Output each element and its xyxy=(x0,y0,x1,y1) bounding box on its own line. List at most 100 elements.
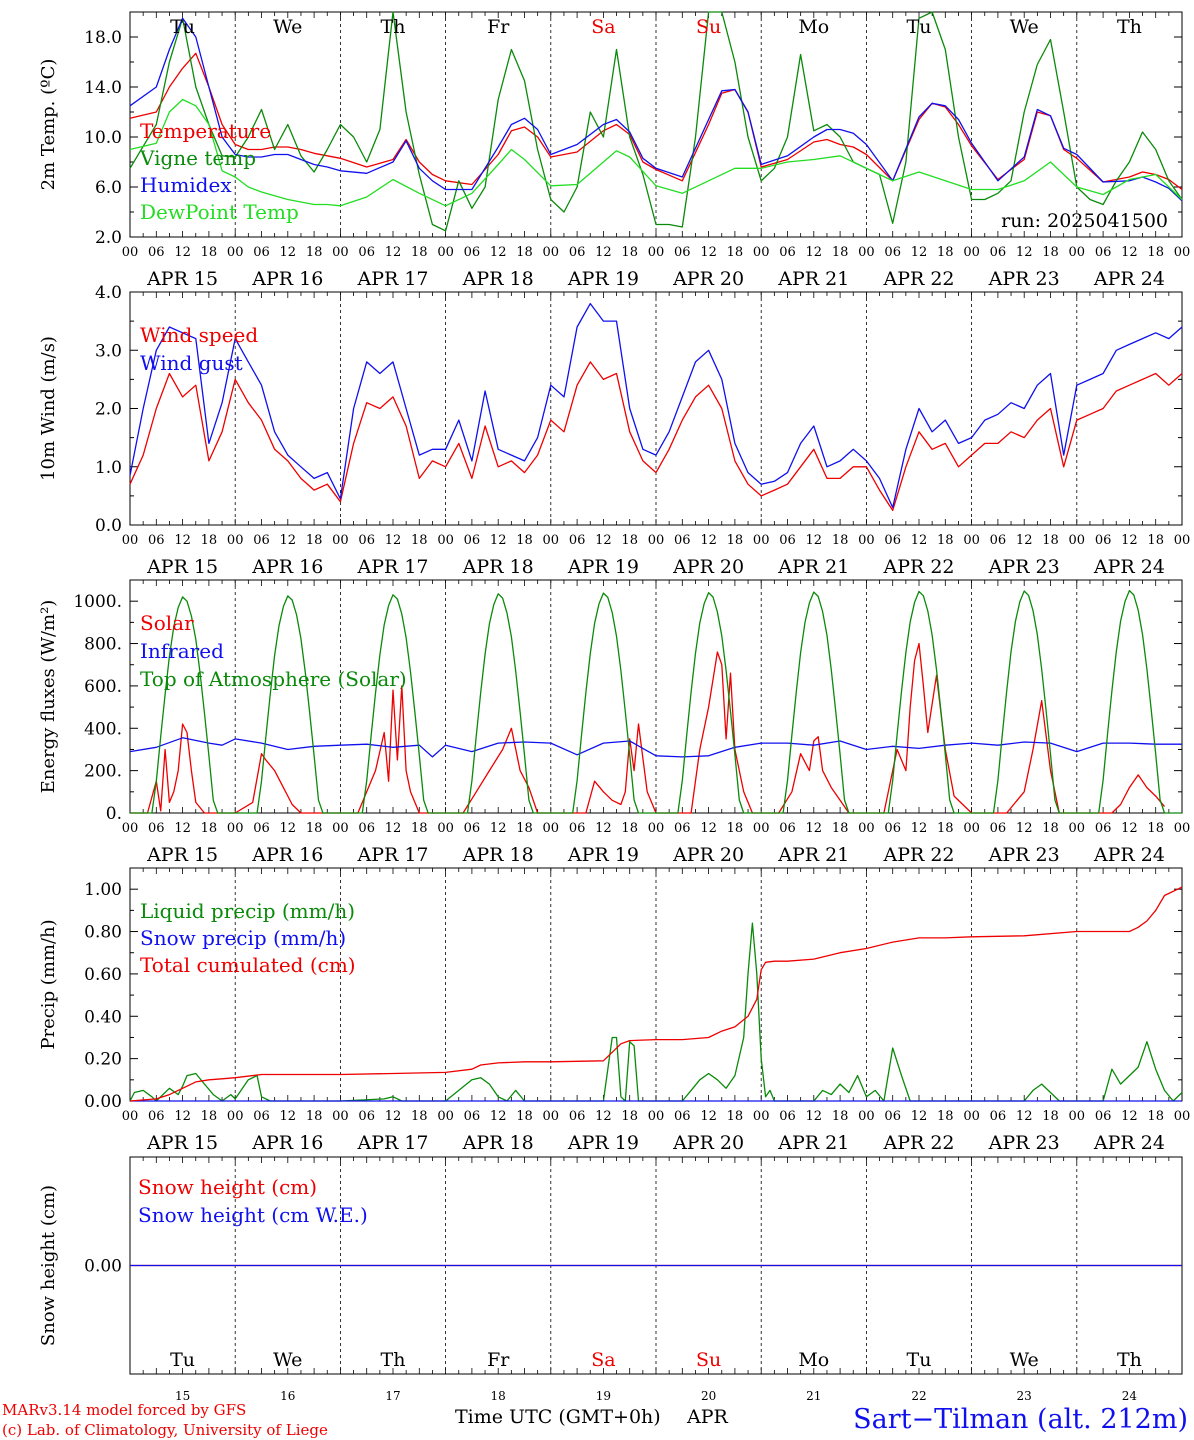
day-number-label: 24 xyxy=(1122,1389,1138,1403)
hour-tick-label: 18 xyxy=(201,821,218,836)
y-tick-label: 4.0 xyxy=(95,283,122,303)
hour-tick-label: 00 xyxy=(437,1109,454,1124)
date-label: APR 18 xyxy=(462,268,534,290)
day-abbr-label: Mo xyxy=(798,16,829,38)
date-label: APR 20 xyxy=(672,844,744,866)
hour-tick-label: 06 xyxy=(1095,245,1112,260)
y-tick-label: 400. xyxy=(84,719,122,739)
hour-tick-label: 00 xyxy=(332,821,349,836)
legend-entry: Solar xyxy=(140,611,194,635)
hour-tick-label: 12 xyxy=(1121,1109,1138,1124)
hour-tick-label: 06 xyxy=(674,821,691,836)
legend-entry: Total cumulated (cm) xyxy=(140,953,356,977)
hour-tick-label: 18 xyxy=(832,1109,849,1124)
hour-tick-label: 00 xyxy=(332,1109,349,1124)
hour-tick-label: 18 xyxy=(832,821,849,836)
hour-tick-label: 18 xyxy=(727,821,744,836)
hour-tick-label: 18 xyxy=(727,1109,744,1124)
day-abbr-label: Th xyxy=(381,1349,406,1371)
day-number-label: 22 xyxy=(911,1389,926,1403)
hour-tick-label: 18 xyxy=(1147,533,1164,548)
series-line-dewpoint-temp xyxy=(129,98,1183,207)
hour-tick-label: 06 xyxy=(464,1109,481,1124)
hour-tick-label: 12 xyxy=(595,1109,612,1124)
hour-tick-label: 06 xyxy=(990,533,1007,548)
date-label: APR 15 xyxy=(146,844,218,866)
panel-precip: 0.00 0.20 0.40 0.60 0.80 1.00 Precip (mm/h) 00 0… xyxy=(38,867,1190,1154)
legend-entry: Wind speed xyxy=(140,323,258,347)
hour-tick-label: 00 xyxy=(963,821,980,836)
hour-tick-label: 18 xyxy=(937,533,954,548)
y-axis-label: Energy fluxes (W/m²) xyxy=(38,600,59,794)
y-axis-label: Snow height (cm) xyxy=(38,1185,59,1346)
hour-tick-label: 00 xyxy=(858,1109,875,1124)
day-abbr-label: Tu xyxy=(907,16,932,38)
legend-entry: Top of Atmosphere (Solar) xyxy=(140,667,407,691)
hour-tick-label: 00 xyxy=(753,1109,770,1124)
hour-tick-label: 12 xyxy=(1016,1109,1033,1124)
hour-tick-label: 06 xyxy=(464,533,481,548)
hour-tick-label: 12 xyxy=(1016,821,1033,836)
hour-tick-label: 06 xyxy=(779,1109,796,1124)
run-label: run: 2025041500 xyxy=(1001,210,1168,232)
y-tick-label: 10.0 xyxy=(84,128,122,148)
date-label: APR 24 xyxy=(1093,844,1165,866)
day-abbr-label: Th xyxy=(1117,1349,1142,1371)
hour-tick-label: 12 xyxy=(174,245,191,260)
day-number-label: 17 xyxy=(385,1389,400,1403)
hour-tick-label: 06 xyxy=(148,1109,165,1124)
y-tick-label: 0. xyxy=(106,804,122,824)
hour-tick-label: 12 xyxy=(490,821,507,836)
hour-tick-label: 12 xyxy=(700,1109,717,1124)
y-axis-label: 10m Wind (m/s) xyxy=(38,336,59,481)
hour-tick-label: 06 xyxy=(148,245,165,260)
copyright-label: (c) Lab. of Climatology, University of L… xyxy=(2,1421,328,1439)
day-abbr-label: We xyxy=(1010,16,1039,38)
hour-tick-label: 12 xyxy=(490,1109,507,1124)
hour-tick-label: 06 xyxy=(358,245,375,260)
hour-tick-label: 12 xyxy=(385,821,402,836)
hour-tick-label: 00 xyxy=(227,533,244,548)
hour-tick-label: 18 xyxy=(306,1109,323,1124)
hour-tick-label: 00 xyxy=(648,821,665,836)
hour-tick-label: 00 xyxy=(122,533,139,548)
hour-tick-label: 18 xyxy=(516,1109,533,1124)
hour-tick-label: 18 xyxy=(1042,533,1059,548)
date-label: APR 17 xyxy=(356,1132,428,1154)
hour-tick-label: 12 xyxy=(280,821,297,836)
hour-tick-label: 00 xyxy=(332,245,349,260)
date-label: APR 22 xyxy=(882,556,954,578)
hour-tick-label: 18 xyxy=(516,821,533,836)
legend-entry: Liquid precip (mm/h) xyxy=(140,899,355,923)
date-label: APR 17 xyxy=(356,844,428,866)
date-label: APR 18 xyxy=(462,1132,534,1154)
hour-tick-label: 18 xyxy=(411,245,428,260)
date-label: APR 16 xyxy=(251,844,323,866)
date-label: APR 16 xyxy=(251,556,323,578)
y-tick-label: 0.20 xyxy=(84,1050,122,1070)
day-abbr-label: Su xyxy=(696,16,721,38)
date-label: APR 17 xyxy=(356,268,428,290)
day-abbr-label: Tu xyxy=(170,1349,195,1371)
hour-tick-label: 00 xyxy=(858,821,875,836)
y-tick-label: 1000. xyxy=(73,592,122,612)
date-label: APR 19 xyxy=(567,844,639,866)
day-number-label: 23 xyxy=(1017,1389,1032,1403)
hour-tick-label: 06 xyxy=(884,821,901,836)
hour-tick-label: 00 xyxy=(122,1109,139,1124)
series-line-solar xyxy=(130,642,1165,814)
day-abbr-label: We xyxy=(273,1349,302,1371)
date-label: APR 16 xyxy=(251,268,323,290)
date-label: APR 19 xyxy=(567,556,639,578)
hour-tick-label: 12 xyxy=(280,245,297,260)
day-abbr-label: Su xyxy=(696,1349,721,1371)
hour-tick-label: 00 xyxy=(648,533,665,548)
hour-tick-label: 00 xyxy=(1174,821,1191,836)
date-label: APR 20 xyxy=(672,1132,744,1154)
hour-tick-label: 06 xyxy=(884,1109,901,1124)
series-line-top-of-atmosphere-solar xyxy=(130,589,1182,814)
hour-tick-label: 06 xyxy=(1095,533,1112,548)
hour-tick-label: 18 xyxy=(937,245,954,260)
hour-tick-label: 00 xyxy=(858,245,875,260)
date-label: APR 23 xyxy=(988,556,1060,578)
